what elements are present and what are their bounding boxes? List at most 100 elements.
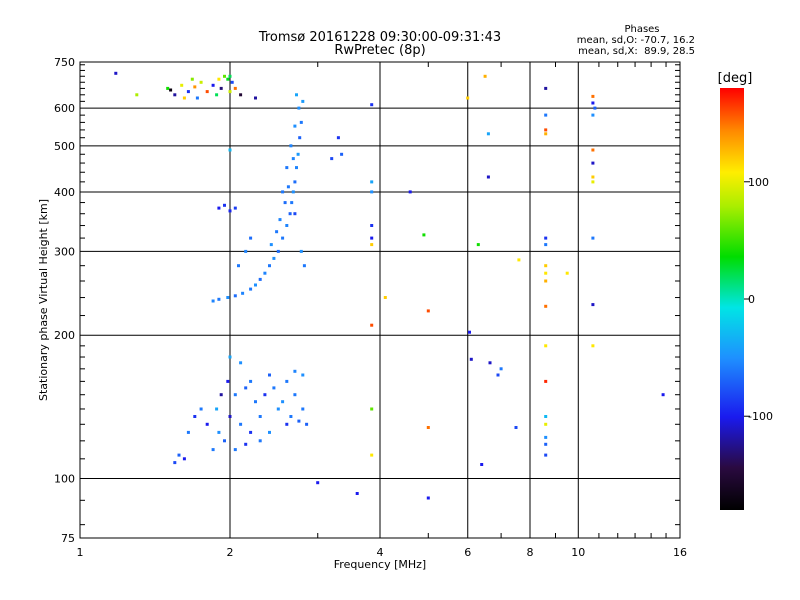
data-point bbox=[591, 175, 595, 179]
data-point bbox=[272, 386, 276, 390]
x-tick-label: 4 bbox=[377, 546, 384, 559]
x-tick-label: 2 bbox=[227, 546, 234, 559]
phases-o-stats: mean, sd,O: -70.7, 16.2 bbox=[577, 35, 695, 46]
data-point bbox=[466, 96, 470, 100]
data-point bbox=[233, 448, 237, 452]
data-point bbox=[544, 243, 548, 247]
data-point bbox=[426, 496, 430, 500]
y-tick-label: 75 bbox=[61, 532, 75, 545]
colorbar-ticks: 100 0 -100 bbox=[744, 176, 773, 423]
data-point bbox=[289, 144, 293, 148]
data-point bbox=[295, 166, 298, 170]
data-point bbox=[276, 249, 280, 253]
data-point bbox=[228, 355, 232, 359]
data-point bbox=[233, 294, 237, 298]
data-point bbox=[297, 419, 301, 423]
data-point bbox=[426, 426, 430, 429]
data-point bbox=[291, 157, 295, 161]
chart-subtitle: RwPretec (8p) bbox=[334, 43, 425, 58]
data-point bbox=[219, 393, 223, 397]
data-point bbox=[230, 80, 234, 84]
data-point bbox=[190, 77, 194, 81]
data-point bbox=[544, 344, 548, 348]
data-point bbox=[215, 407, 219, 411]
data-point bbox=[258, 439, 262, 443]
data-point bbox=[276, 407, 280, 411]
data-point bbox=[285, 224, 289, 227]
plot-frame bbox=[79, 61, 681, 539]
y-tick-labels: 75 100 200 300 400 500 600 750 bbox=[54, 56, 75, 545]
data-point bbox=[291, 190, 295, 194]
x-tick-labels: 1 2 4 6 8 10 16 bbox=[77, 546, 688, 559]
data-point bbox=[297, 106, 301, 110]
data-point bbox=[244, 442, 248, 446]
data-point bbox=[211, 448, 215, 452]
data-point bbox=[370, 236, 374, 240]
data-point bbox=[283, 201, 287, 205]
data-point bbox=[302, 264, 306, 268]
data-point bbox=[661, 393, 665, 397]
data-point bbox=[281, 236, 285, 240]
y-tick-label: 300 bbox=[54, 245, 75, 258]
data-point bbox=[544, 379, 548, 383]
data-point bbox=[293, 180, 297, 184]
data-point bbox=[544, 128, 548, 132]
data-point bbox=[591, 148, 595, 152]
data-point bbox=[249, 379, 253, 383]
data-point bbox=[195, 96, 199, 100]
data-point bbox=[268, 373, 271, 377]
data-point bbox=[186, 90, 190, 94]
data-point bbox=[514, 426, 518, 429]
data-point bbox=[269, 243, 273, 247]
y-tick-label: 200 bbox=[54, 329, 75, 342]
data-point bbox=[426, 309, 430, 313]
data-point bbox=[544, 442, 548, 446]
data-point bbox=[486, 132, 490, 136]
data-point bbox=[422, 233, 426, 237]
data-point bbox=[241, 291, 245, 295]
y-tick-label: 500 bbox=[54, 140, 75, 153]
data-point bbox=[565, 271, 569, 275]
data-point bbox=[239, 93, 243, 97]
data-points bbox=[114, 71, 665, 500]
data-point bbox=[223, 203, 226, 207]
data-point bbox=[135, 93, 139, 97]
data-point bbox=[544, 113, 548, 117]
x-tick-label: 6 bbox=[464, 546, 471, 559]
data-point bbox=[249, 287, 253, 291]
data-point bbox=[223, 439, 226, 443]
data-point bbox=[591, 161, 595, 165]
data-point bbox=[299, 120, 303, 124]
y-tick-label: 600 bbox=[54, 102, 75, 115]
data-point bbox=[544, 86, 548, 90]
data-point bbox=[370, 407, 374, 411]
data-point bbox=[217, 206, 221, 210]
data-point bbox=[293, 369, 297, 373]
data-point bbox=[249, 236, 253, 240]
data-point bbox=[370, 323, 374, 327]
y-tick-label: 750 bbox=[54, 56, 75, 69]
data-point bbox=[370, 103, 374, 107]
data-point bbox=[290, 201, 294, 205]
data-point bbox=[544, 435, 548, 439]
data-point bbox=[544, 304, 548, 308]
data-point bbox=[239, 361, 243, 365]
data-point bbox=[340, 152, 344, 156]
data-point bbox=[544, 453, 548, 457]
colorbar bbox=[720, 88, 744, 510]
data-point bbox=[301, 373, 305, 377]
data-point bbox=[211, 299, 215, 303]
data-point bbox=[285, 379, 289, 383]
data-point bbox=[244, 386, 248, 390]
data-point bbox=[316, 481, 320, 485]
data-point bbox=[469, 357, 473, 361]
data-point bbox=[488, 361, 492, 365]
data-point bbox=[233, 86, 237, 90]
data-point bbox=[544, 264, 548, 268]
data-point bbox=[217, 297, 221, 301]
colorbar-tick-label: 100 bbox=[748, 176, 769, 189]
data-point bbox=[296, 152, 300, 156]
data-point bbox=[486, 175, 490, 179]
data-point bbox=[301, 407, 305, 411]
